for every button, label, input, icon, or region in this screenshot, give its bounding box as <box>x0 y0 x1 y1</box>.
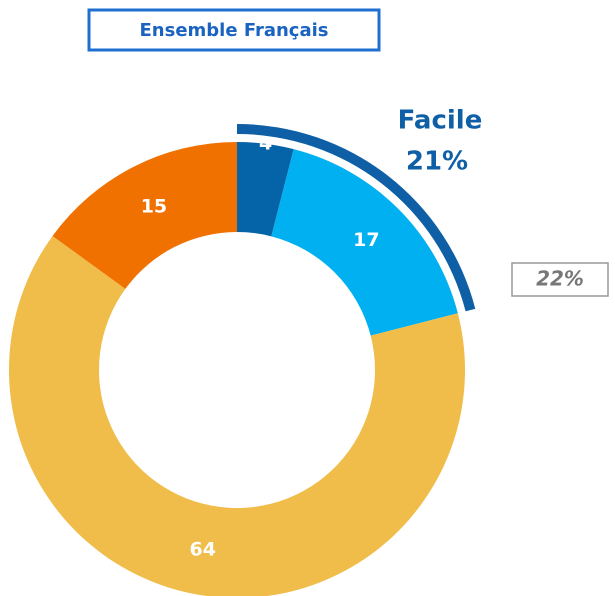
donut-segment <box>9 235 465 596</box>
data-label: 17 <box>353 229 379 251</box>
side-note-box <box>511 262 609 297</box>
annotation-value: 21% <box>406 147 468 177</box>
chart-title: Ensemble Français <box>140 20 329 41</box>
donut-segment <box>52 142 237 289</box>
annotation-arc <box>237 124 476 312</box>
donut-segment <box>271 149 458 336</box>
side-note: 22% <box>536 267 584 291</box>
title-box <box>87 8 381 52</box>
annotation-text: Facile <box>398 106 483 136</box>
data-label: 64 <box>189 538 215 560</box>
data-label: 4 <box>259 132 272 154</box>
data-label: 15 <box>141 195 167 217</box>
donut-segment <box>237 142 294 237</box>
